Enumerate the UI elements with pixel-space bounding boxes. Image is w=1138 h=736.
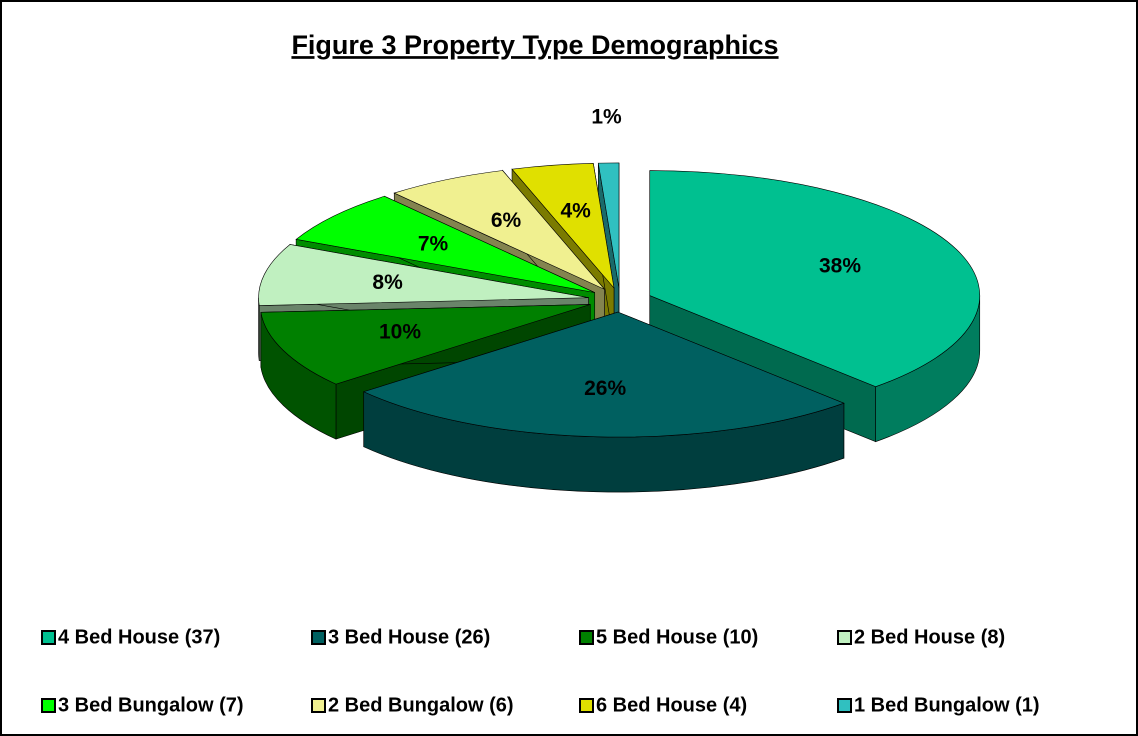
- data-label: 26%: [584, 377, 626, 400]
- legend-label: 2 Bed Bungalow (6): [328, 694, 514, 716]
- data-label: 38%: [819, 255, 861, 278]
- legend-swatch: [311, 698, 326, 713]
- data-label: 8%: [372, 271, 403, 294]
- data-label: 10%: [379, 321, 421, 344]
- legend-label: 5 Bed House (10): [596, 626, 758, 648]
- legend-swatch: [41, 630, 56, 645]
- data-label: 1%: [591, 106, 622, 129]
- legend-label: 3 Bed Bungalow (7): [58, 694, 244, 716]
- legend-swatch: [837, 698, 852, 713]
- slice-top: [597, 162, 620, 288]
- legend-label: 4 Bed House (37): [58, 626, 220, 648]
- data-label: 6%: [491, 209, 522, 232]
- slice-top: [295, 195, 595, 293]
- slice-top: [258, 244, 589, 306]
- chart-title: Figure 3 Property Type Demographics: [291, 30, 778, 60]
- legend-swatch: [311, 630, 326, 645]
- slice-top: [260, 304, 591, 385]
- legend-label: 1 Bed Bungalow (1): [854, 694, 1040, 716]
- legend-swatch: [837, 630, 852, 645]
- legend-label: 2 Bed House (8): [854, 626, 1005, 648]
- slice-top: [511, 163, 615, 290]
- slice-wall: [258, 297, 260, 361]
- legend-swatch: [579, 698, 594, 713]
- slice-top: [649, 170, 981, 387]
- legend-swatch: [41, 698, 56, 713]
- data-label: 4%: [560, 200, 591, 223]
- data-label: 7%: [418, 233, 449, 256]
- legend-label: 3 Bed House (26): [328, 626, 490, 648]
- slice: [362, 311, 845, 493]
- legend-swatch: [579, 630, 594, 645]
- legend-label: 6 Bed House (4): [596, 694, 747, 716]
- slice-top: [362, 311, 845, 438]
- slice-top: [393, 170, 605, 290]
